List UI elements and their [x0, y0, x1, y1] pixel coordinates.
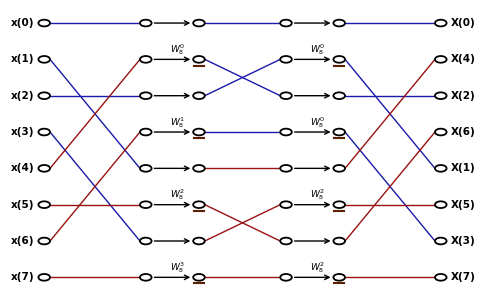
Circle shape	[434, 20, 446, 26]
Text: $W_8^2$: $W_8^2$	[310, 187, 325, 202]
Text: X(4): X(4)	[450, 54, 474, 64]
Circle shape	[280, 129, 291, 135]
Circle shape	[333, 20, 344, 26]
Text: X(5): X(5)	[450, 200, 474, 210]
Text: X(3): X(3)	[450, 236, 474, 246]
Circle shape	[140, 56, 151, 63]
Text: $W_8^0$: $W_8^0$	[169, 42, 185, 57]
Circle shape	[193, 129, 204, 135]
Circle shape	[38, 165, 50, 172]
Text: $W_8^0$: $W_8^0$	[310, 42, 325, 57]
Circle shape	[38, 274, 50, 281]
Circle shape	[280, 165, 291, 172]
Circle shape	[434, 201, 446, 208]
Text: $W_8^0$: $W_8^0$	[310, 115, 325, 130]
Circle shape	[333, 165, 344, 172]
Text: x(0): x(0)	[11, 18, 34, 28]
Text: X(2): X(2)	[450, 91, 474, 101]
Circle shape	[280, 201, 291, 208]
Text: $W_8^3$: $W_8^3$	[169, 260, 185, 275]
Circle shape	[140, 92, 151, 99]
Circle shape	[38, 20, 50, 26]
Circle shape	[193, 92, 204, 99]
Circle shape	[193, 56, 204, 63]
Circle shape	[38, 201, 50, 208]
Circle shape	[434, 129, 446, 135]
Circle shape	[38, 238, 50, 244]
Circle shape	[280, 238, 291, 244]
Circle shape	[38, 92, 50, 99]
Circle shape	[193, 201, 204, 208]
Circle shape	[38, 129, 50, 135]
Text: X(0): X(0)	[450, 18, 474, 28]
Circle shape	[434, 56, 446, 63]
Text: x(5): x(5)	[11, 200, 34, 210]
Circle shape	[333, 238, 344, 244]
Circle shape	[140, 165, 151, 172]
Circle shape	[280, 274, 291, 281]
Text: x(4): x(4)	[11, 163, 34, 173]
Circle shape	[140, 20, 151, 26]
Text: X(6): X(6)	[450, 127, 474, 137]
Circle shape	[140, 201, 151, 208]
Text: X(7): X(7)	[450, 272, 474, 282]
Text: $W_8^2$: $W_8^2$	[169, 187, 184, 202]
Circle shape	[333, 56, 344, 63]
Circle shape	[140, 274, 151, 281]
Circle shape	[193, 238, 204, 244]
Circle shape	[38, 56, 50, 63]
Circle shape	[434, 165, 446, 172]
Text: x(6): x(6)	[11, 236, 34, 246]
Text: x(7): x(7)	[11, 272, 34, 282]
Circle shape	[333, 129, 344, 135]
Circle shape	[434, 92, 446, 99]
Circle shape	[434, 274, 446, 281]
Text: x(2): x(2)	[11, 91, 34, 101]
Circle shape	[434, 238, 446, 244]
Text: $W_8^2$: $W_8^2$	[310, 260, 325, 275]
Circle shape	[193, 20, 204, 26]
Circle shape	[193, 274, 204, 281]
Text: x(1): x(1)	[11, 54, 34, 64]
Text: x(3): x(3)	[11, 127, 34, 137]
Circle shape	[333, 274, 344, 281]
Circle shape	[280, 56, 291, 63]
Circle shape	[333, 92, 344, 99]
Circle shape	[280, 92, 291, 99]
Circle shape	[280, 20, 291, 26]
Circle shape	[140, 129, 151, 135]
Text: $W_8^1$: $W_8^1$	[169, 115, 185, 130]
Text: X(1): X(1)	[450, 163, 474, 173]
Circle shape	[140, 238, 151, 244]
Circle shape	[193, 165, 204, 172]
Circle shape	[333, 201, 344, 208]
